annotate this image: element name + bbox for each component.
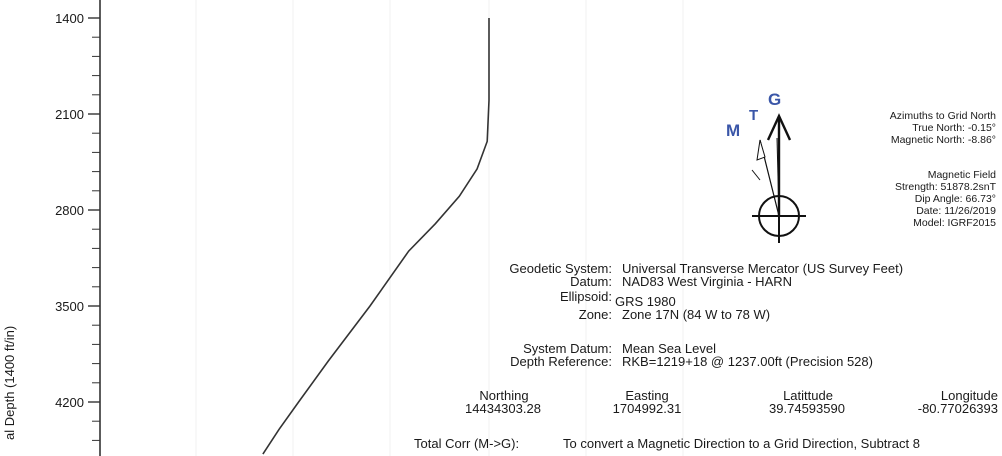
magnetic-field-strength: Strength: 51878.2snT [895,181,996,193]
longitude-value: -80.77026393 [917,401,998,416]
depth-reference-label: Depth Reference: [510,354,612,369]
latitude-value: 39.74593590 [769,401,845,416]
total-corr-label: Total Corr (M->G): [414,436,520,451]
northing-value: 14434303.28 [465,401,541,416]
total-corr-text: To convert a Magnetic Direction to a Gri… [563,436,920,451]
true-north-value: True North: -0.15° [912,122,996,134]
azimuths-title: Azimuths to Grid North [889,110,996,122]
y-tick-label: 1400 [55,11,84,26]
ellipsoid-value: GRS 1980 [615,294,676,309]
geodetic-system-label: Geodetic System: [509,261,612,276]
y-tick-label: 4200 [55,395,84,410]
magnetic-north-label: M [726,121,741,140]
wellbore-trajectory-line [262,18,490,455]
ellipsoid-label: Ellipsoid: [559,289,612,304]
y-tick-label: 3500 [55,299,84,314]
y-axis-title: al Depth (1400 ft/in) [2,325,17,440]
chart-gridlines [195,0,684,456]
easting-header: Easting [625,388,669,403]
system-datum-value: Mean Sea Level [622,341,716,356]
easting-value: 1704992.31 [612,401,682,416]
datum-value: NAD83 West Virginia - HARN [622,274,793,289]
magnetic-north-flag-icon [756,139,766,161]
y-tick-label: 2800 [55,203,84,218]
y-axis-ticks [88,17,100,441]
longitude-header: Longitude [940,388,998,403]
depth-reference-value: RKB=1219+18 @ 1237.00ft (Precision 528) [622,354,873,369]
grid-north-arrowhead-icon [766,113,792,141]
magnetic-north-tick [751,169,761,181]
magnetic-field-date: Date: 11/26/2019 [916,205,996,217]
y-tick-label: 2100 [55,107,84,122]
magnetic-field-model: Model: IGRF2015 [913,217,996,229]
north-arrow-diagram [751,113,806,243]
magnetic-north-value: Magnetic North: -8.86° [890,134,996,146]
geodetic-system-value: Universal Transverse Mercator (US Survey… [622,261,904,276]
system-datum-label: System Datum: [523,341,612,356]
magnetic-field-title: Magnetic Field [927,169,996,181]
zone-value: Zone 17N (84 W to 78 W) [622,307,771,322]
y-axis-tick-labels: 1400 2100 2800 3500 4200 [55,11,84,410]
northing-header: Northing [479,388,529,403]
grid-north-label: G [768,90,782,109]
magnetic-field-dip-angle: Dip Angle: 66.73° [914,193,996,205]
datum-label: Datum: [570,274,612,289]
true-north-line [776,137,780,217]
true-north-label: T [749,107,759,124]
latitude-header: Latittude [783,388,833,403]
zone-label: Zone: [578,307,612,322]
